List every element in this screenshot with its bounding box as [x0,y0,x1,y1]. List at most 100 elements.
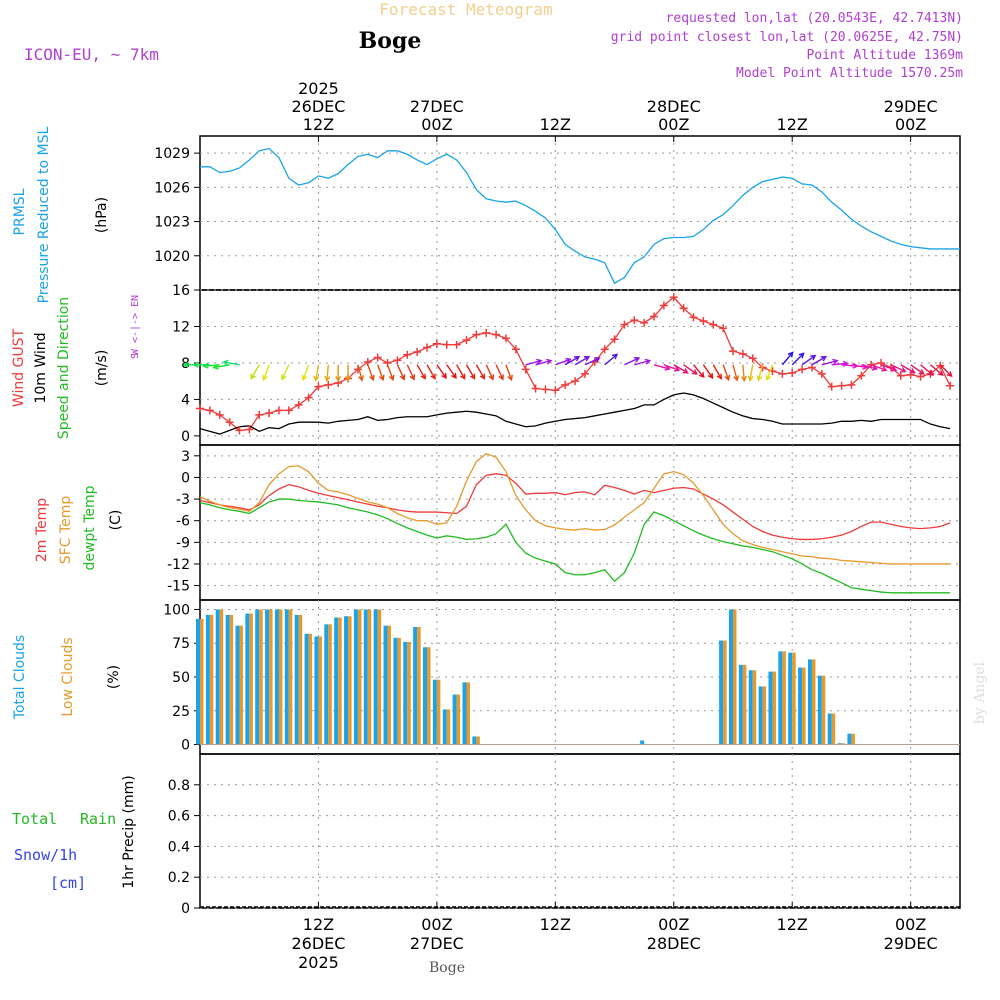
gust-marker [531,384,540,393]
gust-marker [650,312,659,321]
temp-ytick-label: 3 [181,449,190,465]
top-time-label: 29DEC [884,97,938,116]
wind-direction-arrow [673,364,689,374]
wind-direction-arrow [900,364,916,374]
grid-point-coords: grid point closest lon,lat (20.0625E, 42… [611,30,963,45]
gust-marker [630,316,639,325]
total-cloud-bar [738,664,743,745]
snow-unit: [cm] [50,874,86,892]
gust-marker [393,356,402,365]
gust-marker [561,380,570,389]
wind-direction-arrow [357,364,364,382]
gust-marker [225,418,234,427]
watermark: by Angel [972,661,988,724]
gust-marker [827,382,836,391]
precip-ytick-label: 0.6 [168,809,190,825]
wind-direction-arrow [564,356,581,366]
gust-marker [778,369,787,378]
wind-direction-arrow [367,364,375,382]
low-cloud-bar [427,647,431,745]
precip-ytick-label: 0.8 [168,778,190,794]
low-cloud-bar [249,613,253,745]
total-cloud-bar [768,671,773,745]
model-altitude: Model Point Altitude 1570.25m [736,66,963,81]
total-cloud-bar [205,614,210,745]
gust-marker [748,354,757,363]
total-cloud-bar [324,624,329,745]
wind-direction-arrow [663,364,681,372]
total-cloud-bar [847,733,852,745]
gust-marker [788,368,797,377]
wind-direction-arrow [301,364,310,382]
wind-direction-arrow [584,356,601,366]
bottom-time-label: 12Z [777,915,808,934]
gust-marker [304,393,313,402]
pressure-label-1: PRMSL [12,188,28,235]
wind-direction-arrow [396,364,406,381]
pressure-line [200,147,960,285]
total-cloud-bar [314,636,319,745]
wind-direction-arrow [436,364,447,380]
low-cloud-bar [782,651,786,745]
pressure-ytick-label: 1020 [154,249,190,265]
meteogram-title: Forecast Meteogram [379,0,552,19]
t2m-line [199,473,951,541]
low-cloud-bar [229,614,234,745]
wind-direction-arrow [345,364,352,383]
gust-marker [314,382,323,391]
gust-marker [472,330,481,339]
gust-marker [699,317,708,325]
wind-direction-arrow [555,357,572,366]
gust-marker [492,330,501,339]
bottom-time-label: 00Z [895,915,926,934]
wind-direction-arrow [465,364,476,380]
top-time-label: 00Z [895,115,926,134]
wind-direction-arrow [634,358,652,366]
temp-ytick-label: -15 [167,579,190,595]
low-cloud-bar [802,667,806,745]
precip-frame [199,753,961,909]
gust-marker [738,349,747,358]
low-cloud-bar [219,609,224,745]
total-cloud-bar [196,618,200,745]
wind-direction-arrow [485,364,495,381]
total-cloud-bar [817,675,822,745]
gust-marker [245,425,254,434]
wind-unit: (m/s) [94,350,110,387]
total-clouds-label: Total Clouds [12,635,28,720]
low-cloud-bar [328,624,332,745]
low-cloud-bar [732,609,737,745]
gust-marker [324,380,333,389]
wind-direction-arrow [747,364,754,382]
gust-marker [571,377,580,386]
wind-direction-arrow [821,358,839,366]
wind-direction-arrow [939,364,953,378]
gust-marker [640,318,649,327]
gust-marker [284,406,293,415]
wind-direction-arrow [683,364,698,375]
temp-ytick-label: -6 [176,514,190,530]
gust-marker [215,410,224,419]
gust-marker [442,340,451,349]
temp-frame [199,444,961,601]
snow-label: Snow/1h [14,846,77,864]
gust-marker [413,348,422,356]
wind-gust-label: Wind GUST [11,328,27,407]
clouds-unit: (%) [106,665,122,689]
total-cloud-bar [344,616,349,745]
low-cloud-bar [792,652,796,745]
wind-line [199,392,951,435]
total-cloud-bar [403,641,408,745]
wind-direction-arrow [335,364,342,383]
total-cloud-bar [255,609,260,745]
wind-direction-arrow [811,356,828,366]
total-cloud-bar [788,652,793,745]
temp-ytick-label: 0 [181,470,190,486]
dewpt-label: dewpt Temp [82,485,98,570]
low-cloud-bar [200,618,204,745]
low-cloud-bar [436,679,441,745]
wind-direction-arrow [732,364,739,382]
low-cloud-bar [466,682,470,745]
sfc-temp-line [199,452,951,565]
temp-ytick-label: -12 [167,557,190,573]
